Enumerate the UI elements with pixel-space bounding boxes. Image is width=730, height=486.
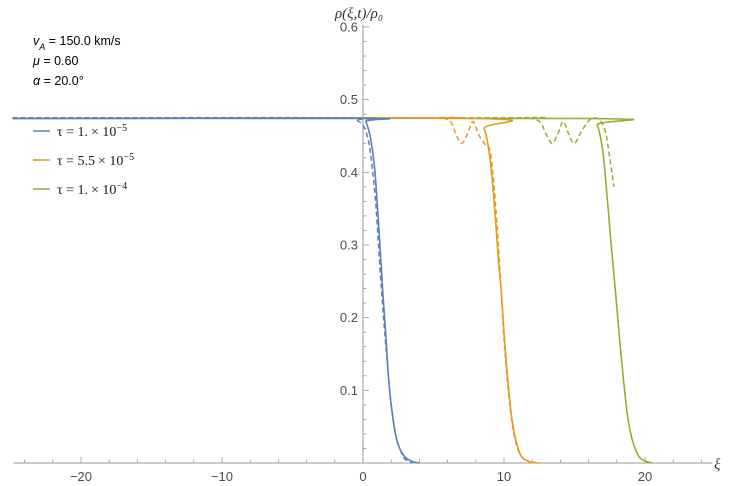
series-2-solid-line (12, 116, 540, 464)
legend: τ = 1. × 10−5 τ = 5.5 × 10−5 τ = 1. × 10−4 (33, 123, 134, 199)
x-axis-label: ξ (714, 457, 721, 473)
series-3-solid-line (12, 117, 653, 464)
curves (12, 116, 653, 464)
parameter-2: μ = 0.60 (32, 54, 78, 68)
x-tick-label: 10 (497, 469, 511, 484)
parameter-annotations: vA = 150.0 km/s μ = 0.60 α = 20.0° (32, 34, 121, 88)
legend-label-3: τ = 1. × 10−4 (57, 181, 127, 199)
y-tick-label: 0.6 (340, 19, 358, 34)
y-tick-label: 0.2 (340, 310, 358, 325)
series-2-dashed-line (12, 116, 533, 464)
parameter-1: vA = 150.0 km/s (33, 34, 121, 52)
y-tick-label: 0.1 (340, 383, 358, 398)
series-1-solid-line (12, 117, 420, 464)
y-tick-label: 0.3 (340, 237, 358, 252)
axes: −20 −10 0 10 20 0.1 0.2 0.3 0.4 0.5 0.6 ξ ρ(ξ,t)/ρ₀ (13, 6, 721, 484)
x-tick-label: 20 (638, 469, 652, 484)
y-tick-label: 0.4 (340, 165, 358, 180)
x-tick-label: −10 (211, 469, 233, 484)
y-tick-label: 0.5 (340, 92, 358, 107)
x-tick-label: 0 (359, 469, 366, 484)
legend-label-1: τ = 1. × 10−5 (57, 123, 127, 141)
x-tick-label: −20 (70, 469, 92, 484)
y-axis-label: ρ(ξ,t)/ρ₀ (334, 6, 383, 22)
parameter-3: α = 20.0° (33, 74, 84, 88)
legend-label-2: τ = 5.5 × 10−5 (57, 152, 134, 170)
